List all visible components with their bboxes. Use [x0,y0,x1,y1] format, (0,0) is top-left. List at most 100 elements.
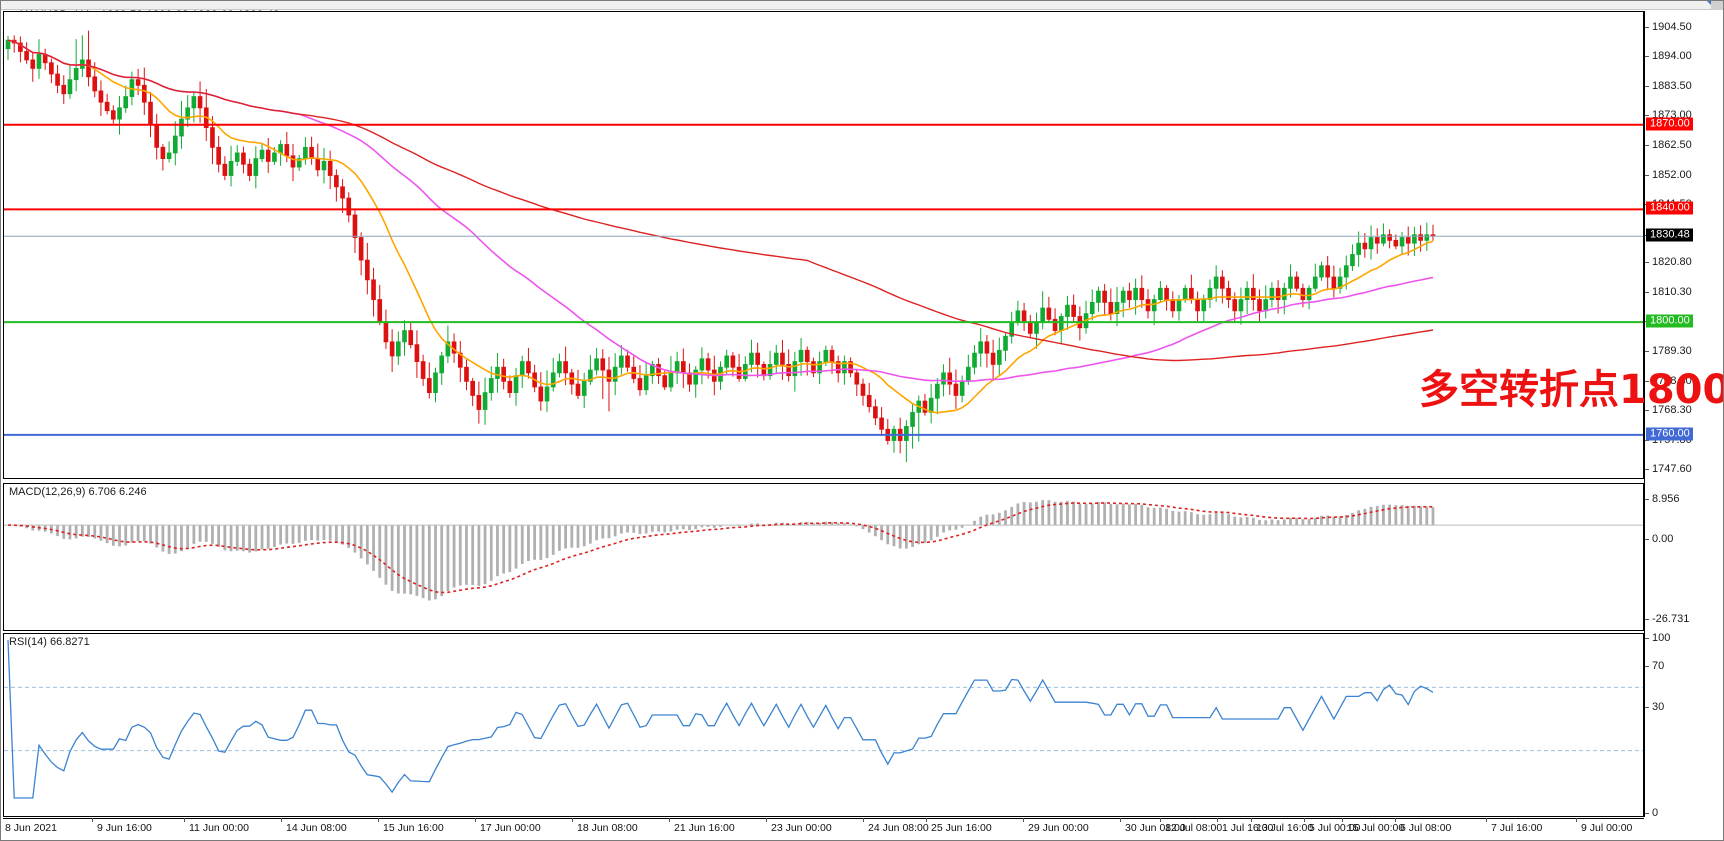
rsi-line [7,639,1434,799]
top-scrollbar[interactable] [1,1,1723,10]
candlestick [309,136,314,165]
candlestick [365,242,370,295]
candlestick [990,339,996,380]
candlestick [203,88,209,141]
candlestick [377,284,383,326]
time-tick-label: 15 Jun 16:00 [378,818,444,834]
candlestick [1046,296,1052,323]
candlestick [625,349,630,372]
price-scale[interactable]: 1904.50 1894.00 1883.50 1873.00 1862.50 1852.… [1644,11,1723,819]
candlestick [1065,295,1070,330]
candlestick [49,58,54,84]
price-panel[interactable] [3,11,1644,479]
candlestick [526,347,531,379]
candlestick [959,375,965,403]
candlestick [1430,224,1436,241]
candlestick [631,356,637,384]
price-tick: 1778.80 [1645,375,1692,387]
time-tick-label: 7 Jul 16:00 [1485,818,1543,834]
candlestick [1362,233,1368,258]
candlestick [303,137,308,165]
price-level-tag[interactable]: 1760.00 [1646,427,1693,441]
candlestick [371,267,376,317]
candlestick [668,356,674,392]
candlestick [742,356,748,382]
candlestick [842,355,847,385]
candlestick [358,232,364,276]
candlestick [172,121,178,166]
price-level-tag[interactable]: 1830.48 [1646,228,1693,242]
candlestick [1331,265,1337,298]
time-tick-label: 30 Jun 08:00 [1120,818,1186,834]
candlestick [42,48,48,70]
candlestick [984,335,990,368]
candlestick [55,64,60,94]
macd-panel[interactable]: MACD(12,26,9) 6.706 6.246 [3,483,1644,631]
candlestick [389,329,395,372]
candlestick [581,372,587,409]
candlestick [996,337,1002,376]
candlestick [792,351,798,392]
candlestick [228,145,234,187]
time-tick-label: 23 Jun 00:00 [766,818,832,834]
candlestick [761,361,767,381]
candlestick [1071,294,1076,323]
candlestick [1281,282,1287,315]
price-level-tag[interactable]: 1800.00 [1646,314,1693,328]
time-tick-label: 29 Jun 00:00 [1023,818,1089,834]
candlestick [1133,278,1138,315]
time-tick-label: 9 Jun 16:00 [92,818,152,834]
candlestick [433,367,438,403]
candlestick [656,358,661,384]
candlestick [402,320,407,356]
candlestick [1424,222,1430,251]
price-level-tag[interactable]: 1870.00 [1646,117,1693,131]
rsi-panel[interactable]: RSI(14) 66.8271 [3,633,1644,817]
candlestick [1040,291,1045,330]
candlestick [749,339,754,373]
candlestick [1399,232,1405,254]
candlestick [569,368,575,395]
candlestick [98,80,104,116]
candlestick [879,407,884,437]
candlestick [1158,280,1163,303]
scrollbar-thumb[interactable] [1711,1,1723,10]
rsi-plot [4,639,1643,799]
candlestick [1096,286,1101,312]
candlestick [18,36,23,63]
candlestick [1027,315,1033,337]
candlestick [488,366,494,401]
time-tick-label: 13 Jul 16:00 [1250,818,1314,834]
candlestick [860,378,866,406]
candlestick [1226,280,1231,309]
candlestick [1058,313,1064,345]
candlestick [36,39,42,79]
price-tick: 1747.60 [1645,463,1692,475]
candlestick [24,42,29,64]
candlestick [681,348,686,389]
price-plot-area [4,12,1643,478]
candlestick [1120,287,1126,318]
candlestick [315,143,321,177]
ma-orange-line [7,39,1434,414]
candlestick [11,35,17,53]
price-level-tag[interactable]: 1840.00 [1646,201,1693,215]
candlestick [1176,295,1182,321]
candlestick [191,92,197,123]
candlestick [755,342,760,378]
candlestick [1381,223,1386,247]
time-tick-label: 25 Jun 16:00 [926,818,992,834]
candlestick [1257,289,1262,323]
time-tick-label: 14 Jun 08:00 [281,818,347,834]
candlestick [817,351,822,385]
candlestick [160,144,166,171]
candlestick [519,355,525,388]
price-tick: 1904.50 [1645,21,1692,33]
candlestick [253,146,259,189]
candlestick [891,425,897,453]
candlestick [811,357,816,378]
candlestick [1195,291,1200,322]
price-tick: 1789.30 [1645,345,1692,357]
candlestick [1139,275,1145,308]
